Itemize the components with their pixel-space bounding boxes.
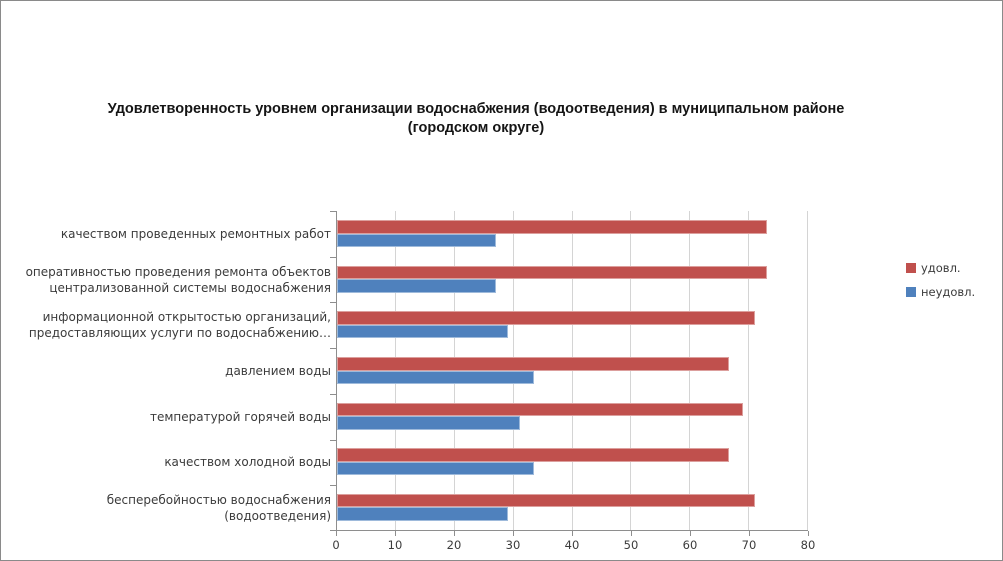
bar-neudovl — [337, 324, 508, 339]
category-axis-tick — [330, 393, 337, 395]
bar-udovl — [337, 220, 767, 234]
value-axis-tick — [336, 531, 337, 536]
bar-udovl — [337, 357, 729, 371]
gridline — [807, 211, 808, 530]
legend-marker-neudovl-icon — [906, 287, 916, 297]
category-axis-tick — [330, 530, 337, 531]
bar-udovl — [337, 493, 755, 508]
value-axis-tick — [513, 531, 514, 536]
value-axis-tick — [572, 531, 573, 536]
value-axis-ticks — [336, 531, 809, 536]
bar-udovl — [337, 448, 729, 462]
value-axis-tick — [690, 531, 691, 536]
legend-item-neudovl: неудовл. — [906, 285, 975, 299]
legend-label-neudovl: неудовл. — [921, 285, 976, 299]
legend: удовл. неудовл. — [906, 261, 975, 299]
bar-neudovl — [337, 416, 520, 430]
category-label: давлением воды — [225, 364, 331, 379]
category-axis-tick — [330, 439, 337, 441]
bar-neudovl — [337, 370, 535, 385]
category-axis-tick — [330, 348, 337, 350]
value-axis-tick — [454, 531, 455, 536]
legend-item-udovl: удовл. — [906, 261, 975, 275]
category-axis-tick — [330, 302, 337, 304]
category-band — [337, 211, 808, 257]
value-axis-label: 40 — [564, 538, 580, 552]
category-band — [337, 257, 808, 303]
value-axis-label: 0 — [332, 538, 340, 552]
value-axis-label: 20 — [446, 538, 462, 552]
category-axis-tick — [330, 211, 337, 212]
plot-area — [336, 211, 808, 531]
value-axis-tick — [808, 531, 809, 536]
category-band — [337, 302, 808, 348]
bar-udovl — [337, 265, 767, 280]
value-axis-tick — [631, 531, 632, 536]
chart-title: Удовлетворенность уровнем организации во… — [107, 101, 845, 136]
value-axis-label: 80 — [800, 538, 816, 552]
category-axis-tick — [330, 485, 337, 487]
bar-neudovl — [337, 461, 535, 476]
bar-udovl — [337, 402, 744, 417]
bar-neudovl — [337, 233, 496, 248]
legend-marker-udovl-icon — [906, 263, 916, 273]
bar-udovl — [337, 311, 755, 325]
value-axis-label: 60 — [682, 538, 698, 552]
value-axis-tick — [395, 531, 396, 536]
category-band — [337, 439, 808, 485]
value-axis-label: 70 — [741, 538, 757, 552]
category-band — [337, 484, 808, 530]
category-band — [337, 393, 808, 439]
bar-neudovl — [337, 279, 496, 293]
value-axis-label: 10 — [387, 538, 403, 552]
category-label: температурой горячей воды — [149, 409, 331, 424]
category-label: бесперебойностью водоснабжения (водоотве… — [106, 493, 331, 524]
category-axis-labels: качеством проведенных ремонтных работ опе… — [1, 211, 331, 531]
category-label: информационной открытостью организаций, … — [28, 310, 331, 341]
value-axis-label: 50 — [623, 538, 639, 552]
category-label: качеством холодной воды — [164, 455, 331, 470]
bar-neudovl — [337, 507, 508, 521]
gridline — [748, 211, 750, 530]
value-axis-tick — [749, 531, 750, 536]
category-label: оперативностью проведения ремонта объект… — [25, 264, 331, 295]
value-axis-labels: 0 10 20 30 40 50 60 70 80 — [332, 538, 815, 553]
category-axis-tick — [330, 256, 337, 258]
legend-label-udovl: удовл. — [921, 261, 961, 275]
category-band — [337, 348, 808, 394]
category-axis-ticks — [330, 211, 337, 531]
value-axis-label: 30 — [505, 538, 521, 552]
category-label: качеством проведенных ремонтных работ — [60, 226, 331, 241]
